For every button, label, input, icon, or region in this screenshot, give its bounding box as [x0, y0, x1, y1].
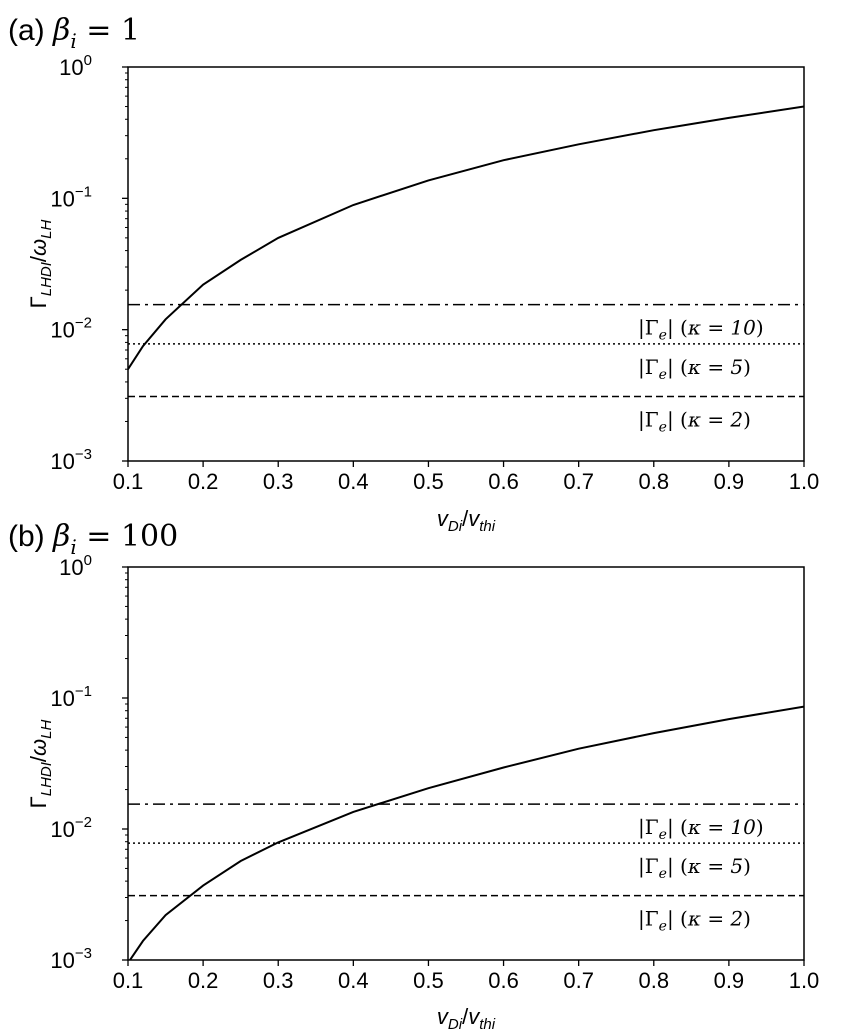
- hline-annotation: |Γe| (κ = 5): [638, 355, 751, 383]
- y-tick-label: 10−1: [50, 683, 92, 711]
- x-axis-label: vDi/vthi: [437, 1004, 496, 1032]
- y-tick-label: 100: [59, 552, 92, 580]
- x-tick-label: 0.8: [638, 968, 669, 993]
- x-tick-label: 0.3: [263, 469, 294, 494]
- x-tick-label: 0.4: [338, 469, 369, 494]
- panel-title: (b) βi = 100: [8, 519, 178, 559]
- axes-frame: [127, 66, 805, 462]
- hline-annotation: |Γe| (κ = 2): [638, 407, 751, 435]
- panel-title: (a) βi = 1: [8, 13, 140, 53]
- x-tick-label: 0.7: [563, 968, 594, 993]
- x-axis-label: vDi/vthi: [437, 506, 496, 535]
- panel-b: (b) βi = 100 |Γe| (κ = 10)|Γe| (κ = 5)|Γ…: [8, 519, 819, 1032]
- x-tick-label: 0.5: [413, 469, 444, 494]
- x-tick-label: 0.2: [188, 469, 219, 494]
- panel-a: (a) βi = 1 |Γe| (κ = 10)|Γe| (κ = 5)|Γe|…: [8, 13, 819, 535]
- y-tick-label: 10−1: [50, 183, 92, 211]
- axes-frame: [127, 566, 805, 961]
- x-tick-label: 0.5: [413, 968, 444, 993]
- plot-area: |Γe| (κ = 10) |Γe| (κ = 5) |Γe| (κ = 2) 0.1…: [50, 552, 819, 993]
- hline-annotation: |Γe| (κ = 5): [638, 854, 751, 882]
- y-tick-label: 10−3: [50, 446, 92, 474]
- hline-annotation: |Γe| (κ = 10): [638, 316, 764, 344]
- x-tick-label: 0.7: [563, 469, 594, 494]
- x-tick-label: 0.2: [188, 968, 219, 993]
- hline-annotation: |Γe| (κ = 10): [638, 815, 764, 843]
- x-tick-label: 0.9: [714, 968, 745, 993]
- x-tick-label: 0.9: [714, 469, 745, 494]
- x-tick-label: 1.0: [789, 968, 820, 993]
- y-axis-label: ΓLHDI/ωLH: [26, 719, 55, 808]
- x-tick-label: 0.4: [338, 968, 369, 993]
- y-tick-label: 10−2: [50, 814, 92, 842]
- y-axis-label: ΓLHDI/ωLH: [26, 219, 55, 308]
- x-tick-label: 0.3: [263, 968, 294, 993]
- series-curve: [128, 705, 804, 960]
- x-tick-label: 0.6: [488, 469, 519, 494]
- y-tick-label: 10−3: [50, 945, 92, 973]
- plot-area: |Γe| (κ = 10) |Γe| (κ = 5) |Γe| (κ = 2) 0.1…: [50, 52, 819, 494]
- x-tick-label: 0.8: [638, 469, 669, 494]
- hline-annotation: |Γe| (κ = 2): [638, 907, 751, 935]
- x-tick-label: 0.1: [113, 968, 144, 993]
- x-tick-label: 1.0: [789, 469, 820, 494]
- y-tick-label: 10−2: [50, 315, 92, 343]
- series-curve: [128, 105, 804, 370]
- y-tick-label: 100: [59, 52, 92, 80]
- x-tick-label: 0.6: [488, 968, 519, 993]
- x-tick-label: 0.1: [113, 469, 144, 494]
